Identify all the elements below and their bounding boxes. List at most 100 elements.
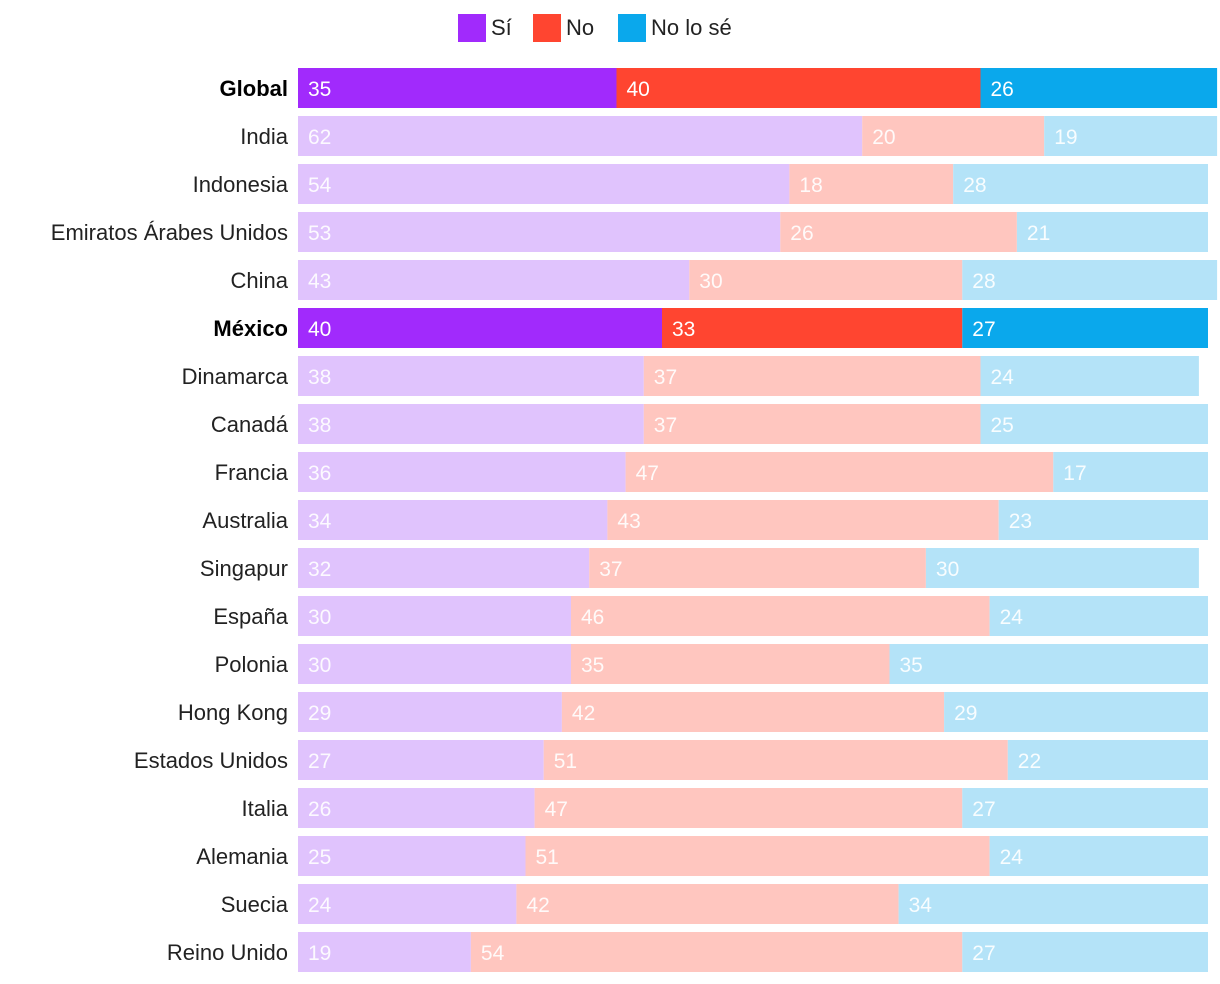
bar-segment-si xyxy=(298,212,781,252)
bar-segment-si xyxy=(298,404,644,444)
bar-segment-no-lo-se xyxy=(980,356,1199,396)
category-label: Hong Kong xyxy=(178,700,288,725)
category-label: Emiratos Árabes Unidos xyxy=(51,220,288,245)
data-label-si: 30 xyxy=(308,654,331,677)
category-label: Italia xyxy=(242,796,289,821)
category-label: Canadá xyxy=(211,412,289,437)
category-label: Dinamarca xyxy=(182,364,289,389)
data-label-si: 40 xyxy=(308,318,331,341)
bar-row-alemania: Alemania 25 51 24 xyxy=(196,836,1208,876)
data-label-no-lo-se: 19 xyxy=(1054,126,1077,149)
bar-segment-no xyxy=(571,596,990,636)
category-label: Indonesia xyxy=(193,172,289,197)
bar-segment-no-lo-se xyxy=(889,644,1208,684)
data-label-no: 30 xyxy=(699,270,722,293)
bar-segment-no xyxy=(571,644,890,684)
data-label-no-lo-se: 29 xyxy=(954,702,977,725)
bar-segment-si xyxy=(298,932,471,972)
bar-segment-no-lo-se xyxy=(1053,452,1208,492)
data-label-no: 26 xyxy=(790,222,813,245)
data-label-no: 47 xyxy=(636,462,659,485)
data-label-no-lo-se: 24 xyxy=(1000,846,1024,869)
bar-segment-no xyxy=(607,500,999,540)
bar-segment-no-lo-se xyxy=(989,596,1208,636)
data-label-no: 37 xyxy=(599,558,622,581)
data-label-si: 25 xyxy=(308,846,331,869)
data-label-si: 54 xyxy=(308,174,332,197)
data-label-si: 62 xyxy=(308,126,331,149)
bar-segment-si xyxy=(298,692,562,732)
bar-row-australia: Australia 34 43 23 xyxy=(202,500,1208,540)
bar-row-china: China 43 30 28 xyxy=(231,260,1218,300)
bar-segment-no-lo-se xyxy=(980,404,1208,444)
bar-segment-si xyxy=(298,788,535,828)
data-label-si: 34 xyxy=(308,510,332,533)
bar-row-mexico: México 40 33 27 xyxy=(213,308,1208,348)
data-label-si: 30 xyxy=(308,606,331,629)
bar-segment-no xyxy=(534,788,963,828)
category-label: Singapur xyxy=(200,556,288,581)
data-label-no: 54 xyxy=(481,942,505,965)
bar-segment-no xyxy=(561,692,945,732)
data-label-no-lo-se: 27 xyxy=(972,798,995,821)
bar-segment-no-lo-se xyxy=(1016,212,1208,252)
bar-segment-no-lo-se xyxy=(898,884,1208,924)
data-label-no-lo-se: 28 xyxy=(972,270,995,293)
data-label-si: 24 xyxy=(308,894,332,917)
data-label-no-lo-se: 24 xyxy=(1000,606,1024,629)
data-label-no-lo-se: 21 xyxy=(1027,222,1050,245)
data-label-no-lo-se: 35 xyxy=(900,654,923,677)
data-label-no: 43 xyxy=(617,510,640,533)
category-label: España xyxy=(213,604,288,629)
bar-segment-no xyxy=(862,116,1045,156)
bar-segment-no xyxy=(780,212,1017,252)
data-label-no-lo-se: 34 xyxy=(909,894,933,917)
data-label-no: 47 xyxy=(545,798,568,821)
bar-row-global: Global 35 40 26 xyxy=(220,68,1218,108)
bar-segment-si xyxy=(298,500,608,540)
bar-segment-no xyxy=(543,740,1008,780)
bar-segment-no xyxy=(789,164,954,204)
data-label-no: 42 xyxy=(526,894,549,917)
data-label-si: 43 xyxy=(308,270,331,293)
bar-segment-no xyxy=(589,548,926,588)
category-label: China xyxy=(231,268,289,293)
bar-segment-no xyxy=(689,260,963,300)
data-label-no: 40 xyxy=(627,78,650,101)
data-label-no-lo-se: 27 xyxy=(972,942,995,965)
data-label-si: 26 xyxy=(308,798,331,821)
data-label-no: 33 xyxy=(672,318,695,341)
bar-segment-no-lo-se xyxy=(1044,116,1218,156)
bar-segment-si xyxy=(298,308,662,348)
bar-row-indonesia: Indonesia 54 18 28 xyxy=(193,164,1208,204)
bar-segment-no xyxy=(470,932,963,972)
data-label-no: 42 xyxy=(572,702,595,725)
bar-segment-si xyxy=(298,596,571,636)
data-label-no: 18 xyxy=(799,174,822,197)
bar-segment-si xyxy=(298,356,644,396)
data-label-no-lo-se: 23 xyxy=(1009,510,1032,533)
data-label-no-lo-se: 25 xyxy=(991,414,1014,437)
bar-segment-no-lo-se xyxy=(962,260,1218,300)
category-label: Australia xyxy=(202,508,288,533)
data-label-no-lo-se: 28 xyxy=(963,174,986,197)
data-label-no: 35 xyxy=(581,654,604,677)
legend-swatch-no xyxy=(533,14,561,42)
chart-rows: Global 35 40 26 India 62 20 19 Indonesia 54 18 28 Em… xyxy=(51,68,1218,972)
bar-segment-si xyxy=(298,548,590,588)
bar-segment-no xyxy=(525,836,990,876)
category-label: Estados Unidos xyxy=(134,748,288,773)
bar-segment-si xyxy=(298,452,626,492)
data-label-si: 29 xyxy=(308,702,331,725)
bar-row-estados-unidos: Estados Unidos 27 51 22 xyxy=(134,740,1208,780)
bar-segment-si xyxy=(298,740,544,780)
data-label-si: 53 xyxy=(308,222,331,245)
category-label: México xyxy=(213,316,288,341)
category-label: Reino Unido xyxy=(167,940,288,965)
bar-segment-no xyxy=(625,452,1054,492)
data-label-si: 32 xyxy=(308,558,331,581)
bar-row-india: India 62 20 19 xyxy=(240,116,1218,156)
bar-segment-no-lo-se xyxy=(962,308,1208,348)
bar-segment-no-lo-se xyxy=(1007,740,1208,780)
bar-segment-no-lo-se xyxy=(925,548,1199,588)
